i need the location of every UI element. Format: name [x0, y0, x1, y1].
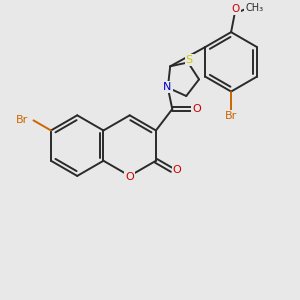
Text: O: O — [192, 104, 201, 114]
Text: O: O — [125, 172, 134, 182]
Text: Br: Br — [225, 111, 237, 121]
Text: S: S — [186, 55, 193, 65]
Text: Br: Br — [16, 115, 28, 125]
Text: O: O — [231, 4, 239, 14]
Text: CH₃: CH₃ — [245, 3, 264, 13]
Text: O: O — [173, 165, 182, 175]
Text: N: N — [163, 82, 171, 92]
